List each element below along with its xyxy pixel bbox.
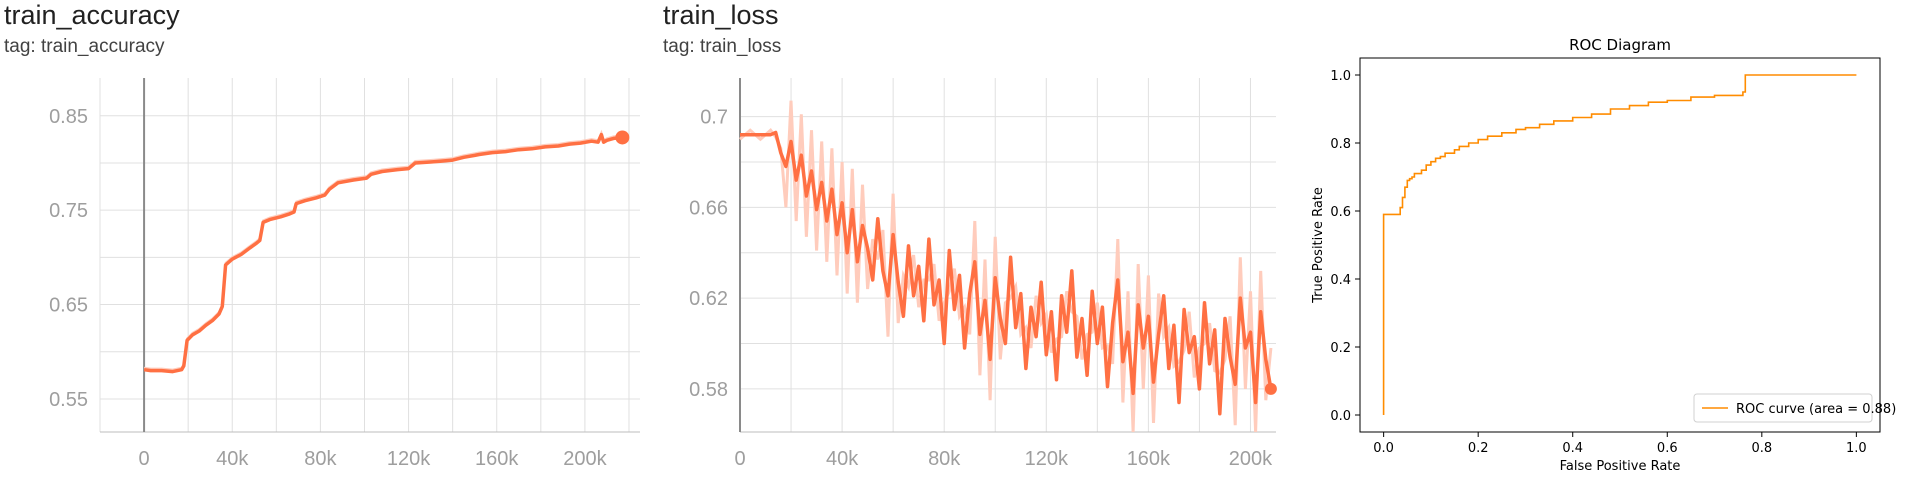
loss-panel-title: train_loss (663, 0, 779, 30)
loss-x-tick-label: 200k (1229, 448, 1273, 470)
accuracy-y-tick-label: 0.65 (49, 295, 88, 317)
loss-x-tick-label: 80k (928, 448, 961, 470)
loss-last-point (1264, 382, 1277, 395)
loss-series-line (740, 130, 1273, 416)
accuracy-series-line (143, 132, 623, 374)
roc-x-tick-label: 1.0 (1846, 441, 1867, 456)
roc-x-tick-label: 0.8 (1751, 441, 1772, 456)
accuracy-x-tick-label: 200k (563, 448, 607, 470)
roc-y-tick-label: 1.0 (1330, 69, 1351, 84)
roc-y-tick-label: 0.8 (1330, 137, 1351, 152)
roc-curve (1382, 74, 1857, 415)
loss-panel-tag: tag: train_loss (663, 36, 782, 57)
roc-y-tick-label: 0.2 (1330, 341, 1351, 356)
accuracy-x-tick-label: 0 (139, 448, 150, 470)
loss-plot: 0.58 0.62 0.66 0.7 0 40k 80k 120k 160k 200k (689, 78, 1277, 470)
roc-x-axis-label: False Positive Rate (1560, 459, 1681, 474)
accuracy-x-tick-label: 80k (304, 448, 337, 470)
roc-y-axis-label: True Positive Rate (1311, 187, 1326, 304)
accuracy-x-tick-label: 160k (475, 448, 519, 470)
loss-x-tick-label: 160k (1127, 448, 1171, 470)
loss-x-tick-label: 0 (734, 448, 745, 470)
accuracy-y-tick-label: 0.75 (49, 200, 88, 222)
loss-y-tick-label: 0.7 (700, 107, 728, 129)
roc-plot: 0.0 0.2 0.4 0.6 0.8 1.0 0.0 0.2 0.4 0.6 0.8 1.0 ROC … (1311, 36, 1896, 474)
loss-x-tick-label: 120k (1025, 448, 1069, 470)
roc-y-tick-label: 0.6 (1330, 205, 1351, 220)
roc-x-tick-label: 0.6 (1657, 441, 1678, 456)
roc-legend (1693, 393, 1873, 423)
loss-raw-line (739, 100, 1273, 433)
accuracy-x-tick-label: 120k (387, 448, 431, 470)
roc-x-tick-label: 0.4 (1562, 441, 1583, 456)
accuracy-y-tick-label: 0.85 (49, 106, 88, 128)
accuracy-x-tick-label: 40k (216, 448, 249, 470)
roc-x-tick-label: 0.0 (1373, 441, 1394, 456)
loss-y-tick-label: 0.58 (689, 379, 728, 401)
loss-y-tick-label: 0.62 (689, 288, 728, 310)
accuracy-panel-title: train_accuracy (4, 0, 180, 30)
accuracy-last-point (615, 130, 630, 145)
roc-title: ROC Diagram (1569, 36, 1671, 54)
loss-x-tick-label: 40k (826, 448, 859, 470)
accuracy-raw-line (143, 129, 623, 371)
roc-y-tick-label: 0.4 (1330, 273, 1351, 288)
accuracy-panel-tag: tag: train_accuracy (4, 36, 165, 57)
accuracy-plot: 0.55 0.65 0.75 0.85 0 40k 80k 120k 160k 200k (49, 78, 640, 470)
roc-y-tick-label: 0.0 (1330, 409, 1351, 424)
roc-plot-frame (1359, 57, 1881, 433)
loss-y-tick-label: 0.66 (689, 197, 728, 219)
roc-x-tick-label: 0.2 (1468, 441, 1489, 456)
roc-legend-label: ROC curve (area = 0.88) (1736, 402, 1896, 417)
accuracy-y-tick-label: 0.55 (49, 389, 88, 411)
